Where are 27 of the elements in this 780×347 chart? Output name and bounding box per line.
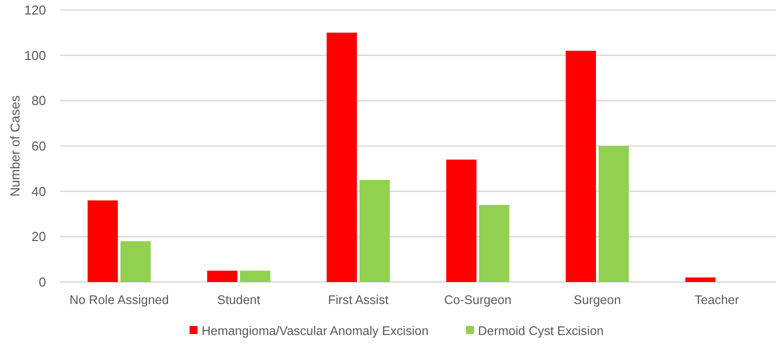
y-tick-label: 100 <box>24 48 46 63</box>
bar <box>360 180 390 282</box>
y-tick-label: 120 <box>24 2 46 18</box>
bar <box>446 160 476 282</box>
x-tick-label: Student <box>217 293 261 307</box>
y-tick-label: 20 <box>32 229 46 244</box>
legend-label: Hemangioma/Vascular Anomaly Excision <box>202 324 429 338</box>
legend-label: Dermoid Cyst Excision <box>478 324 604 338</box>
bar <box>120 241 151 282</box>
bar <box>207 270 238 282</box>
bar <box>479 204 510 282</box>
x-tick-label: Teacher <box>694 293 740 307</box>
x-tick-label: Surgeon <box>574 293 621 307</box>
x-tick-label: First Assist <box>328 293 389 307</box>
bar <box>566 50 596 282</box>
bar <box>326 32 357 282</box>
y-tick-label: 80 <box>32 93 46 108</box>
x-tick-label: Co-Surgeon <box>444 293 512 307</box>
y-tick-label: 0 <box>38 274 46 290</box>
y-tick-label: 40 <box>32 184 46 199</box>
y-tick-label: 60 <box>32 138 46 154</box>
bar <box>240 270 270 282</box>
bar <box>685 277 716 282</box>
x-tick-label: No Role Assigned <box>69 293 169 307</box>
bar <box>88 200 118 282</box>
bar <box>598 146 629 282</box>
y-axis-title: Number of Cases <box>8 94 23 197</box>
